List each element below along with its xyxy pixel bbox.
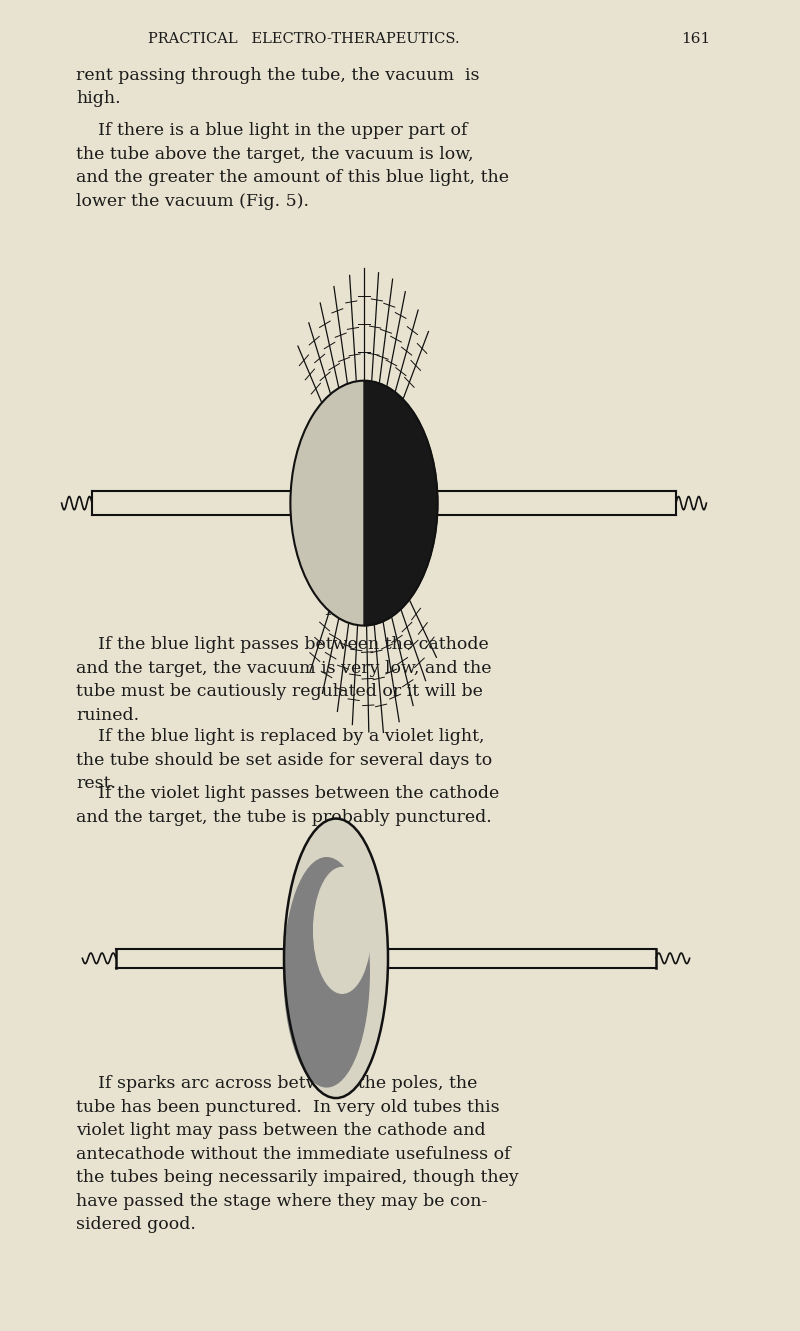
Text: If sparks arc across between the poles, the
tube has been punctured.  In very ol: If sparks arc across between the poles, … (76, 1075, 518, 1234)
Text: PRACTICAL   ELECTRO-THERAPEUTICS.: PRACTICAL ELECTRO-THERAPEUTICS. (148, 32, 460, 47)
Text: Fig. 2.: Fig. 2. (325, 602, 379, 619)
Text: Fig. 4.: Fig. 4. (301, 1049, 355, 1066)
Text: rent passing through the tube, the vacuum  is
high.: rent passing through the tube, the vacuu… (76, 67, 479, 106)
Circle shape (290, 381, 438, 626)
Ellipse shape (284, 819, 388, 1098)
Text: If there is a blue light in the upper part of
the tube above the target, the vac: If there is a blue light in the upper pa… (76, 122, 509, 210)
Text: If the blue light passes between the cathode
and the target, the vacuum is very : If the blue light passes between the cat… (76, 636, 491, 724)
Ellipse shape (284, 857, 370, 1087)
Text: If the violet light passes between the cathode
and the target, the tube is proba: If the violet light passes between the c… (76, 785, 499, 825)
Wedge shape (364, 381, 438, 626)
Text: If the blue light is replaced by a violet light,
the tube should be set aside fo: If the blue light is replaced by a viole… (76, 728, 492, 792)
Ellipse shape (314, 868, 371, 993)
Text: 161: 161 (682, 32, 710, 47)
